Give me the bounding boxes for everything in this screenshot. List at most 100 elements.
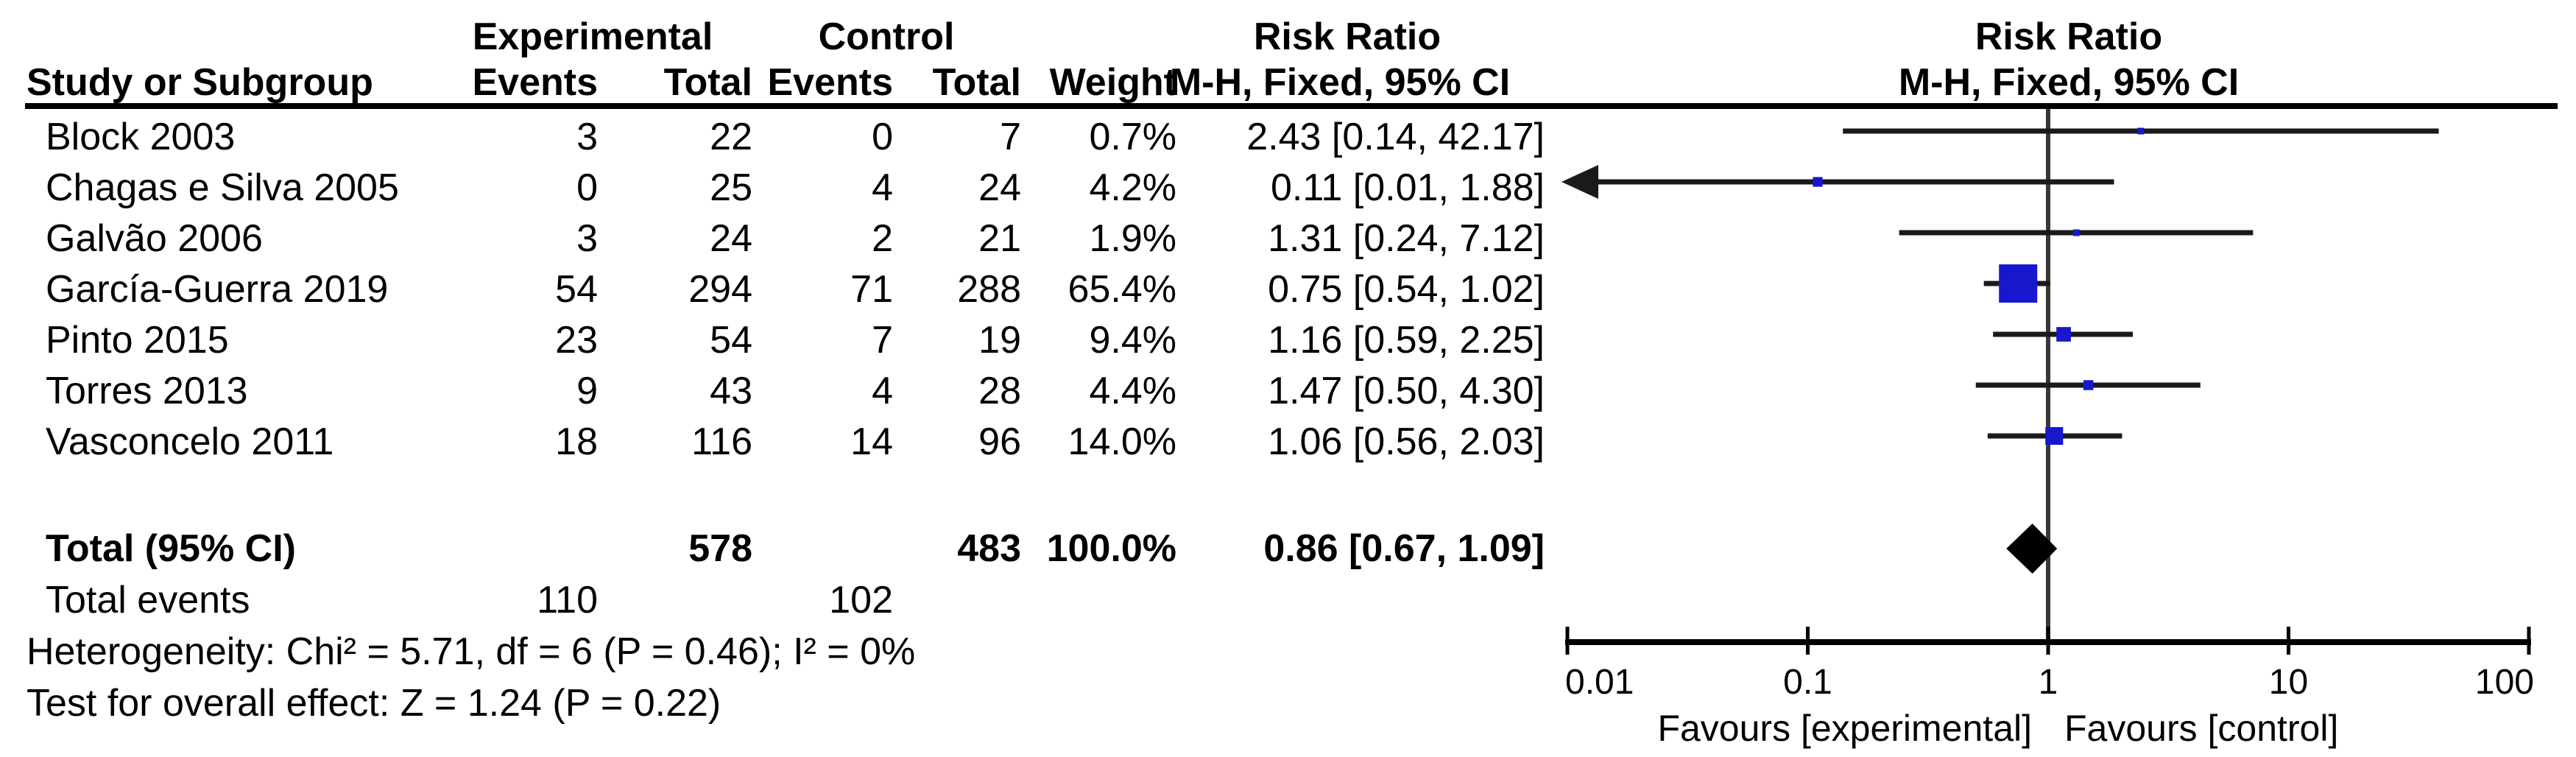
risk-ratio-ci-text: 1.06 [0.56, 2.03] — [1268, 420, 1545, 463]
effect-marker — [2083, 380, 2094, 390]
exp-events-value: 23 — [555, 319, 598, 362]
exp-total-value: 24 — [710, 217, 752, 260]
total-weight-value: 100.0% — [1046, 527, 1176, 570]
exp-total-column-header: Total — [663, 61, 752, 104]
effect-measure-header-text-col: Risk Ratio — [1253, 15, 1441, 58]
study-name: Pinto 2015 — [46, 319, 229, 362]
effect-marker — [1813, 177, 1823, 187]
total-row: Total (95% CI) 578 483 100.0% 0.86 [0.67… — [0, 524, 1545, 573]
effect-marker — [2137, 127, 2145, 135]
study-name: Chagas e Silva 2005 — [46, 166, 399, 209]
ctrl-events-value: 4 — [872, 370, 893, 412]
exp-total-value: 116 — [691, 420, 752, 463]
ctrl-total-value: 19 — [978, 319, 1021, 362]
weight-column-header: Weight — [1049, 61, 1176, 104]
exp-total-value: 54 — [710, 319, 752, 362]
axis-tick — [1806, 627, 1810, 655]
ctrl-events-column-header: Events — [767, 61, 893, 104]
total-risk-ratio-ci-text: 0.86 [0.67, 1.09] — [1263, 527, 1545, 570]
ctrl-total-value: 28 — [978, 370, 1021, 412]
risk-ratio-ci-text: 0.11 [0.01, 1.88] — [1271, 166, 1545, 209]
header-rule — [25, 103, 2558, 109]
column-header-row: Study or Subgroup Events Total Events To… — [0, 58, 1545, 107]
total-ctrl-total-value: 483 — [957, 527, 1021, 570]
exp-total-value: 294 — [688, 268, 752, 311]
weight-value: 9.4% — [1089, 319, 1176, 362]
effect-marker — [1999, 264, 2038, 303]
exp-total-value: 43 — [710, 370, 752, 412]
effect-marker — [2056, 327, 2071, 342]
study-name: García-Guerra 2019 — [46, 268, 389, 311]
total-exp-total-value: 578 — [688, 527, 752, 570]
exp-events-value: 3 — [576, 116, 598, 158]
exp-events-value: 54 — [555, 268, 598, 311]
ctrl-events-value: 14 — [850, 420, 893, 463]
study-name: Galvão 2006 — [46, 217, 263, 260]
weight-value: 1.9% — [1089, 217, 1176, 260]
method-header-plot-col: M-H, Fixed, 95% CI — [1898, 61, 2240, 104]
method-header-text-col: M-H, Fixed, 95% CI — [1169, 61, 1511, 104]
exp-events-value: 0 — [576, 166, 598, 209]
study-column-header: Study or Subgroup — [27, 61, 373, 104]
exp-events-value: 9 — [576, 370, 598, 412]
ctrl-total-value: 24 — [978, 166, 1021, 209]
study-name: Vasconcelo 2011 — [46, 420, 334, 463]
risk-ratio-ci-text: 1.31 [0.24, 7.12] — [1268, 217, 1545, 260]
axis-tick — [1565, 627, 1570, 655]
study-name: Torres 2013 — [46, 370, 248, 412]
table-row: Torres 2013 9 43 4 28 4.4% 1.47 [0.50, 4… — [0, 367, 1545, 415]
ctrl-events-value: 4 — [872, 166, 893, 209]
arrow-left-icon — [1562, 165, 1598, 199]
weight-value: 65.4% — [1068, 268, 1176, 311]
total-events-control: 102 — [829, 579, 893, 622]
effect-marker — [2045, 426, 2064, 446]
total-events-row: Total events 110 102 — [0, 576, 1545, 624]
tick-label: 10 — [2269, 663, 2308, 702]
risk-ratio-ci-text: 0.75 [0.54, 1.02] — [1268, 268, 1545, 311]
exp-events-value: 3 — [576, 217, 598, 260]
table-row: Galvão 2006 3 24 2 21 1.9% 1.31 [0.24, 7… — [0, 214, 1545, 263]
axis-tick — [2046, 627, 2050, 655]
table-row: Pinto 2015 23 54 7 19 9.4% 1.16 [0.59, 2… — [0, 316, 1545, 365]
tick-label: 0.01 — [1565, 663, 1634, 702]
favours-right-label: Favours [control] — [2064, 708, 2338, 749]
overall-effect-stat: Test for overall effect: Z = 1.24 (P = 0… — [27, 682, 721, 725]
effect-measure-header-plot-col: Risk Ratio — [1975, 15, 2163, 58]
tick-label: 1 — [2039, 663, 2058, 702]
total-events-label: Total events — [46, 579, 250, 622]
tick-label: 100 — [2475, 663, 2534, 702]
ctrl-events-value: 71 — [850, 268, 893, 311]
ctrl-total-value: 7 — [1000, 116, 1021, 158]
table-row: Chagas e Silva 2005 0 25 4 24 4.2% 0.11 … — [0, 163, 1545, 212]
table-row: García-Guerra 2019 54 294 71 288 65.4% 0… — [0, 265, 1545, 314]
experimental-group-header: Experimental — [472, 15, 713, 58]
ctrl-events-value: 2 — [872, 217, 893, 260]
ctrl-events-value: 0 — [872, 116, 893, 158]
table-row: Vasconcelo 2011 18 116 14 96 14.0% 1.06 … — [0, 418, 1545, 466]
weight-value: 4.4% — [1089, 370, 1176, 412]
table-row: Block 2003 3 22 0 7 0.7% 2.43 [0.14, 42.… — [0, 113, 1545, 161]
total-events-experimental: 110 — [537, 579, 598, 622]
total-diamond — [2006, 524, 2058, 574]
ctrl-total-value: 21 — [978, 217, 1021, 260]
weight-value: 14.0% — [1068, 420, 1176, 463]
axis-tick — [2287, 627, 2290, 655]
risk-ratio-ci-text: 1.47 [0.50, 4.30] — [1268, 370, 1545, 412]
total-label: Total (95% CI) — [46, 527, 296, 570]
tick-label: 0.1 — [1783, 663, 1832, 702]
risk-ratio-ci-text: 2.43 [0.14, 42.17] — [1246, 116, 1545, 158]
ctrl-total-value: 288 — [957, 268, 1021, 311]
favours-left-label: Favours [experimental] — [1657, 708, 2032, 749]
no-effect-line — [2046, 109, 2050, 639]
weight-value: 4.2% — [1089, 166, 1176, 209]
effect-marker — [2072, 229, 2080, 236]
exp-events-column-header: Events — [472, 61, 598, 104]
exp-total-value: 22 — [710, 116, 752, 158]
heterogeneity-stat: Heterogeneity: Chi² = 5.71, df = 6 (P = … — [27, 630, 916, 673]
study-name: Block 2003 — [46, 116, 236, 158]
axis-tick — [2527, 627, 2531, 655]
control-group-header: Control — [818, 15, 955, 58]
risk-ratio-ci-text: 1.16 [0.59, 2.25] — [1268, 319, 1545, 362]
